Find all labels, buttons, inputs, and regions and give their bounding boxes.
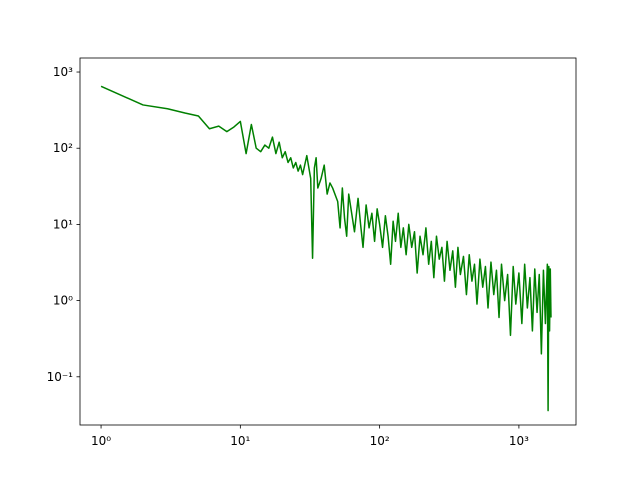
plot-frame <box>79 57 577 426</box>
y-tick-label: 10³ <box>53 65 73 79</box>
y-tick-label: 10¹ <box>53 217 73 231</box>
x-tick-label: 10³ <box>509 434 529 448</box>
x-tick-label: 10⁰ <box>91 434 111 448</box>
y-tick-label: 10² <box>53 141 73 155</box>
x-tick-label: 10¹ <box>230 434 250 448</box>
x-tick-label: 10² <box>370 434 390 448</box>
y-tick-label: 10⁰ <box>53 294 73 308</box>
y-tick-label: 10⁻¹ <box>47 370 74 384</box>
data-line <box>100 85 552 412</box>
